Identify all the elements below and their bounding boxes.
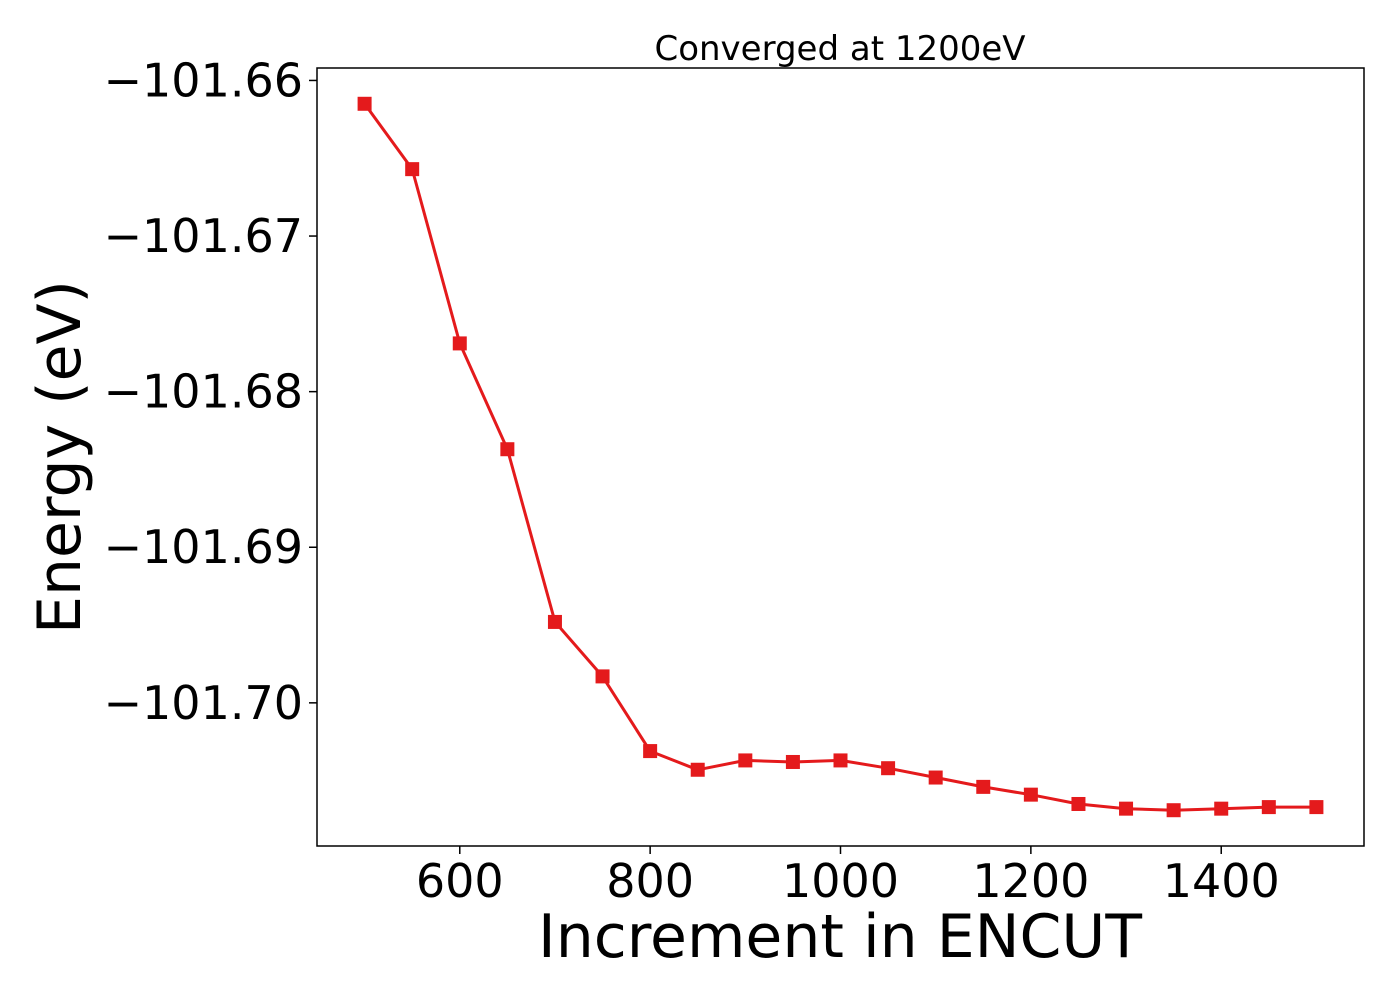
y-axis-ticks: −101.66 −101.67 −101.68 −101.69 −101.70	[104, 53, 317, 730]
plot-frame	[316, 67, 1365, 847]
y-axis-label: Energy (eV)	[25, 280, 95, 634]
data-point	[547, 614, 562, 629]
x-tick-label: 1000	[782, 854, 899, 908]
data-point	[690, 762, 705, 777]
data-point	[1023, 787, 1038, 802]
x-tick-label: 600	[416, 854, 504, 908]
data-point	[976, 779, 991, 794]
data-point	[1166, 803, 1181, 818]
data-point	[1309, 800, 1324, 815]
x-tick-label: 800	[606, 854, 694, 908]
y-tick-label: −101.67	[104, 209, 304, 263]
x-tick-label: 1200	[972, 854, 1089, 908]
data-point	[643, 744, 658, 759]
data-point	[1214, 801, 1229, 816]
x-axis-ticks: 600 800 1000 1200 1400	[416, 846, 1280, 908]
y-tick-label: −101.70	[104, 676, 304, 730]
data-point	[833, 753, 848, 768]
data-point	[1261, 800, 1276, 815]
y-tick-label: −101.66	[104, 53, 304, 107]
series-line	[363, 102, 1317, 812]
plot-series	[357, 96, 1324, 818]
x-tick-label: 1400	[1163, 854, 1280, 908]
data-point	[738, 753, 753, 768]
x-axis-label: Increment in ENCUT	[538, 902, 1142, 972]
y-tick-label: −101.69	[104, 520, 304, 574]
chart-title: Converged at 1200eV	[654, 29, 1025, 69]
data-point	[500, 442, 515, 457]
data-point	[1071, 796, 1086, 811]
y-tick-label: −101.68	[104, 365, 304, 419]
data-point	[405, 162, 420, 177]
data-point	[881, 761, 896, 776]
data-point	[928, 770, 943, 785]
data-point	[595, 669, 610, 684]
data-point	[1119, 801, 1134, 816]
data-point	[452, 336, 467, 351]
data-point	[357, 96, 372, 111]
data-point	[785, 754, 800, 769]
